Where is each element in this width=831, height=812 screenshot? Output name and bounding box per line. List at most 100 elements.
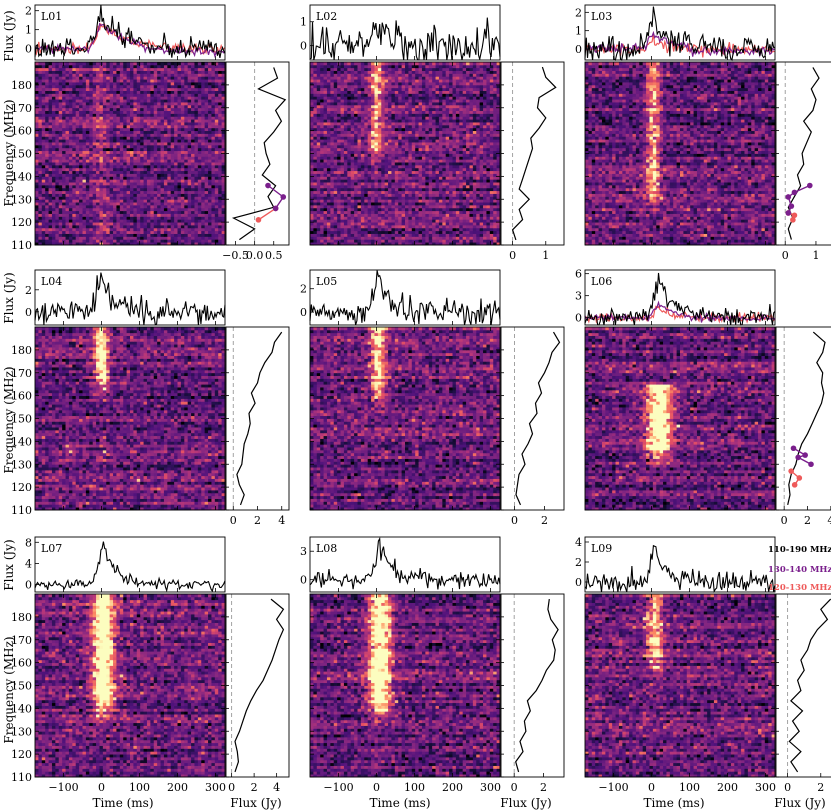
waterfall-cell: [133, 202, 138, 206]
waterfall-cell: [340, 227, 345, 232]
waterfall-cell: [68, 193, 73, 197]
waterfall-cell: [130, 239, 134, 243]
waterfall-cell: [150, 193, 155, 197]
waterfall-cell: [486, 239, 491, 243]
waterfall-cell: [82, 84, 87, 89]
waterfall-cell: [177, 187, 182, 192]
waterfall-cell: [116, 93, 121, 97]
waterfall-cell: [394, 179, 399, 183]
waterfall-cell: [180, 70, 185, 74]
waterfall-cell: [201, 70, 206, 74]
waterfall-cell: [384, 227, 389, 232]
waterfall-cell: [55, 242, 60, 246]
waterfall-cell: [391, 222, 396, 226]
waterfall-cell: [92, 207, 97, 212]
waterfall-cell: [418, 190, 423, 194]
waterfall-cell: [58, 222, 63, 226]
waterfall-cell: [136, 79, 141, 83]
waterfall-cell: [211, 162, 216, 166]
waterfall-cell: [449, 176, 453, 180]
waterfall-cell: [116, 96, 121, 100]
waterfall-cell: [116, 79, 121, 83]
waterfall-cell: [489, 236, 494, 240]
waterfall-cell: [180, 156, 185, 160]
waterfall-cell: [82, 90, 87, 94]
waterfall-cell: [96, 222, 100, 226]
waterfall-cell: [109, 107, 114, 112]
waterfall-cell: [136, 202, 141, 206]
waterfall-cell: [201, 170, 206, 174]
waterfall-cell: [432, 176, 436, 180]
waterfall-cell: [330, 239, 335, 243]
waterfall-cell: [323, 207, 328, 212]
waterfall-cell: [174, 236, 178, 240]
waterfall-cell: [68, 87, 73, 91]
waterfall-cell: [41, 227, 46, 232]
waterfall-cell: [177, 184, 182, 189]
waterfall-cell: [41, 190, 46, 194]
waterfall-cell: [109, 213, 114, 217]
waterfall-cell: [89, 219, 94, 223]
waterfall-cell: [187, 164, 192, 169]
waterfall-cell: [123, 159, 127, 163]
waterfall-cell: [364, 187, 369, 192]
waterfall-cell: [469, 233, 474, 237]
waterfall-cell: [405, 224, 409, 229]
waterfall-cell: [45, 62, 49, 66]
waterfall-cell: [109, 242, 114, 246]
waterfall-cell: [191, 107, 195, 112]
waterfall-cell: [357, 222, 362, 226]
waterfall-cell: [211, 242, 216, 246]
waterfall-cell: [55, 176, 60, 180]
waterfall-cell: [347, 187, 352, 192]
waterfall-cell: [496, 179, 501, 183]
waterfall-cell: [48, 227, 53, 232]
waterfall-cell: [350, 224, 355, 229]
waterfall-cell: [62, 102, 66, 106]
waterfall-cell: [106, 133, 111, 137]
waterfall-cell: [62, 216, 66, 220]
waterfall-cell: [432, 224, 436, 229]
waterfall-cell: [381, 230, 386, 234]
waterfall-cell: [116, 136, 121, 140]
waterfall-cell: [72, 227, 77, 232]
waterfall-cell: [208, 96, 212, 100]
waterfall-cell: [75, 64, 80, 69]
waterfall-cell: [41, 159, 46, 163]
waterfall-cell: [150, 187, 155, 192]
waterfall-cell: [214, 130, 219, 134]
waterfall-cell: [92, 139, 97, 143]
waterfall-cell: [75, 196, 80, 200]
waterfall-cell: [174, 133, 178, 137]
waterfall-cell: [211, 224, 216, 229]
waterfall-cell: [99, 219, 104, 223]
waterfall-cell: [65, 102, 70, 106]
waterfall-cell: [425, 222, 430, 226]
waterfall-cell: [55, 62, 60, 66]
waterfall-cell: [438, 227, 443, 232]
waterfall-cell: [214, 213, 219, 217]
waterfall-cell: [51, 173, 56, 177]
waterfall-cell: [191, 130, 195, 134]
waterfall-cell: [85, 239, 90, 243]
waterfall-cell: [113, 162, 117, 166]
waterfall-cell: [391, 184, 396, 189]
waterfall-cell: [146, 222, 151, 226]
waterfall-cell: [174, 116, 178, 120]
waterfall-cell: [85, 116, 90, 120]
waterfall-cell: [72, 233, 77, 237]
waterfall-cell: [99, 173, 104, 177]
waterfall-cell: [411, 224, 416, 229]
waterfall-cell: [472, 190, 477, 194]
waterfall-cell: [354, 213, 358, 217]
waterfall-cell: [75, 116, 80, 120]
waterfall-cell: [486, 230, 491, 234]
waterfall-cell: [371, 210, 375, 214]
waterfall-cell: [79, 153, 83, 157]
waterfall-cell: [211, 164, 216, 169]
waterfall-cell: [48, 133, 53, 137]
waterfall-cell: [184, 104, 189, 109]
waterfall-cell: [367, 204, 372, 209]
waterfall-cell: [204, 136, 209, 140]
waterfall-cell: [133, 124, 138, 129]
